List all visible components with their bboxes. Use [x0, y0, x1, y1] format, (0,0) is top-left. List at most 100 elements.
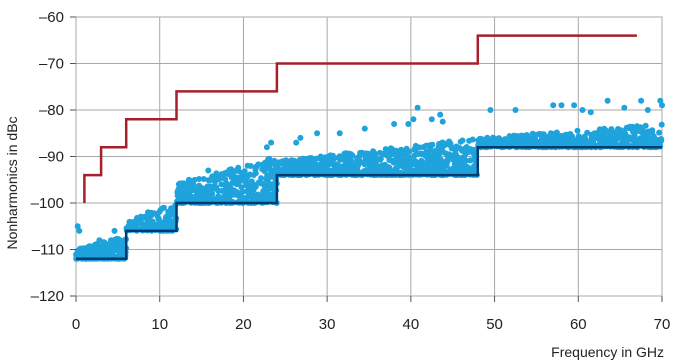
data-point — [256, 194, 263, 201]
scatter-series — [73, 97, 665, 262]
data-point — [654, 140, 661, 147]
x-tick-label: 30 — [319, 316, 336, 333]
data-point — [418, 157, 425, 164]
data-point — [464, 146, 471, 153]
data-point — [221, 193, 228, 200]
data-point — [266, 191, 273, 198]
data-point — [306, 156, 313, 163]
data-point — [180, 180, 187, 187]
data-point — [491, 138, 498, 144]
data-point — [575, 134, 582, 141]
data-point — [638, 135, 645, 142]
data-point — [251, 185, 257, 192]
data-point — [268, 185, 275, 192]
data-point — [634, 123, 640, 130]
data-point — [130, 218, 137, 225]
data-point — [523, 132, 530, 138]
data-point — [160, 204, 167, 211]
limit-line — [83, 34, 637, 203]
y-axis-label: Nonharmonics in dBc — [4, 116, 20, 249]
data-point — [604, 97, 611, 104]
data-point — [391, 121, 398, 127]
data-point — [589, 132, 596, 139]
data-point — [332, 164, 339, 171]
data-point — [234, 189, 241, 196]
data-point — [626, 125, 633, 132]
data-point — [243, 188, 250, 195]
data-point — [83, 251, 90, 258]
data-point — [207, 183, 214, 190]
y-tick-label: –70 — [39, 56, 64, 73]
data-point — [260, 165, 266, 172]
data-point — [234, 181, 241, 187]
data-point — [631, 129, 638, 136]
data-point — [420, 151, 427, 158]
data-point — [199, 187, 206, 194]
data-point — [475, 137, 482, 144]
data-point — [608, 130, 615, 137]
data-point — [441, 163, 448, 170]
data-point — [453, 145, 459, 152]
data-point — [444, 157, 451, 164]
data-point — [200, 176, 207, 182]
axes: 0 10 20 30 40 50 60 70 –60 –70 –80 –90 –100 –110 –120 — [31, 9, 671, 333]
data-point — [382, 168, 389, 175]
data-point — [656, 129, 663, 136]
data-point — [98, 245, 105, 252]
data-point — [117, 250, 124, 257]
data-point — [512, 107, 519, 113]
limit-lines — [76, 34, 662, 261]
data-point — [253, 163, 260, 170]
data-point — [520, 139, 527, 146]
data-point — [538, 131, 545, 138]
data-point — [659, 102, 665, 109]
data-point — [116, 244, 123, 251]
data-point — [384, 148, 391, 155]
x-tick-label: 40 — [403, 316, 420, 333]
data-point — [74, 223, 81, 230]
data-point — [484, 139, 491, 146]
data-point — [471, 156, 478, 163]
data-point — [303, 168, 309, 175]
data-point — [108, 237, 114, 244]
data-point — [151, 221, 158, 228]
data-point — [315, 169, 322, 176]
data-point — [437, 111, 444, 118]
data-point — [226, 167, 233, 174]
y-tick-label: –110 — [32, 242, 64, 259]
data-point — [290, 163, 296, 169]
data-point — [466, 137, 473, 144]
y-tick-label: –60 — [39, 9, 64, 26]
data-point — [218, 181, 225, 188]
data-point — [244, 162, 251, 169]
data-point — [428, 116, 435, 123]
data-point — [454, 166, 461, 173]
data-point — [595, 133, 602, 140]
data-point — [392, 167, 399, 174]
x-tick-label: 10 — [151, 316, 168, 333]
data-point — [297, 134, 304, 141]
data-point — [638, 128, 645, 135]
data-point — [323, 162, 330, 169]
data-point — [644, 107, 651, 113]
data-point — [455, 160, 462, 167]
data-point — [99, 252, 105, 259]
data-point — [457, 138, 464, 145]
data-point — [547, 130, 554, 137]
data-point — [182, 190, 189, 196]
x-tick-label: 60 — [570, 316, 587, 333]
data-point — [409, 161, 416, 168]
data-point — [414, 104, 421, 111]
data-point — [261, 182, 268, 189]
data-point — [429, 168, 436, 175]
data-point — [145, 209, 151, 216]
data-point — [631, 138, 638, 145]
data-point — [263, 187, 270, 194]
x-tick-label: 20 — [235, 316, 252, 333]
data-point — [411, 152, 418, 159]
data-point — [322, 168, 329, 175]
data-point — [404, 150, 410, 157]
data-point — [405, 121, 412, 127]
data-point — [462, 150, 469, 157]
data-point — [638, 97, 645, 104]
